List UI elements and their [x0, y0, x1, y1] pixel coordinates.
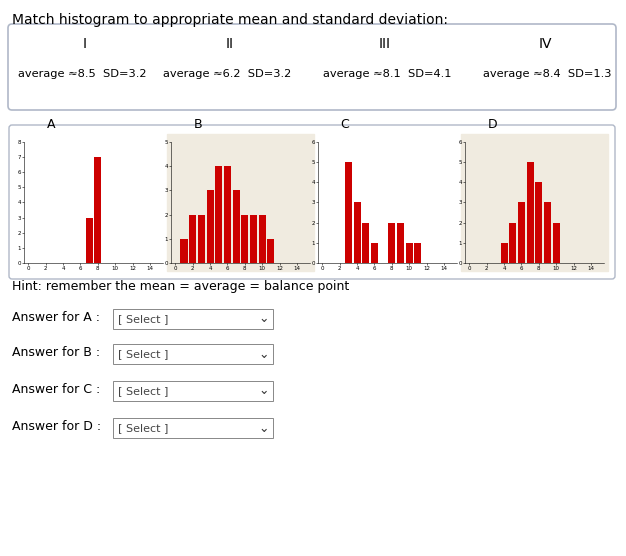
Bar [397, 222, 404, 263]
Bar [544, 202, 551, 263]
Text: [ Select ]: [ Select ] [118, 349, 168, 359]
Bar [354, 202, 361, 263]
Text: Hint: remember the mean = average = balance point: Hint: remember the mean = average = bala… [12, 280, 349, 293]
Bar [406, 243, 413, 263]
Bar [113, 344, 273, 364]
Text: average ≈8.1  SD=4.1: average ≈8.1 SD=4.1 [323, 69, 451, 79]
Text: Answer for D :: Answer for D : [12, 420, 101, 433]
Bar [215, 166, 222, 263]
FancyBboxPatch shape [9, 125, 615, 279]
Text: Answer for C :: Answer for C : [12, 383, 100, 396]
Bar [526, 162, 534, 263]
Bar [95, 157, 101, 263]
Text: II: II [226, 37, 234, 51]
Text: [ Select ]: [ Select ] [118, 423, 168, 433]
Bar [167, 134, 314, 271]
Bar [207, 190, 213, 263]
Bar [388, 222, 396, 263]
Bar [241, 215, 249, 263]
Bar [362, 222, 369, 263]
Bar [233, 190, 240, 263]
Text: [ Select ]: [ Select ] [118, 314, 168, 324]
Text: B: B [193, 118, 202, 131]
Text: average ≈6.2  SD=3.2: average ≈6.2 SD=3.2 [163, 69, 291, 79]
Text: average ≈8.5  SD=3.2: average ≈8.5 SD=3.2 [18, 69, 146, 79]
Bar [224, 166, 231, 263]
FancyBboxPatch shape [8, 24, 616, 110]
Text: ⌄: ⌄ [259, 385, 269, 398]
Text: A: A [46, 118, 55, 131]
Text: I: I [83, 37, 87, 51]
Bar [113, 309, 273, 329]
Text: D: D [488, 118, 497, 131]
Text: IV: IV [538, 37, 552, 51]
Bar [180, 239, 188, 263]
Bar [267, 239, 274, 263]
Bar [518, 202, 525, 263]
Bar [189, 215, 197, 263]
Bar [250, 215, 257, 263]
Bar [509, 222, 516, 263]
Text: Answer for B :: Answer for B : [12, 346, 100, 359]
Text: C: C [341, 118, 349, 131]
Text: ⌄: ⌄ [259, 348, 269, 360]
Bar [345, 162, 352, 263]
Text: Match histogram to appropriate mean and standard deviation:: Match histogram to appropriate mean and … [12, 13, 448, 27]
Text: Answer for A :: Answer for A : [12, 311, 100, 324]
Text: ⌄: ⌄ [259, 312, 269, 325]
Bar [461, 134, 608, 271]
Bar [86, 217, 93, 263]
Bar [501, 243, 508, 263]
Text: III: III [379, 37, 391, 51]
Bar [198, 215, 205, 263]
Bar [553, 222, 560, 263]
Bar [414, 243, 421, 263]
Text: [ Select ]: [ Select ] [118, 386, 168, 396]
Bar [113, 418, 273, 438]
Bar [371, 243, 378, 263]
Bar [259, 215, 266, 263]
Text: average ≈8.4  SD=1.3: average ≈8.4 SD=1.3 [483, 69, 612, 79]
Bar [113, 381, 273, 401]
Text: ⌄: ⌄ [259, 421, 269, 434]
Bar [535, 182, 542, 263]
